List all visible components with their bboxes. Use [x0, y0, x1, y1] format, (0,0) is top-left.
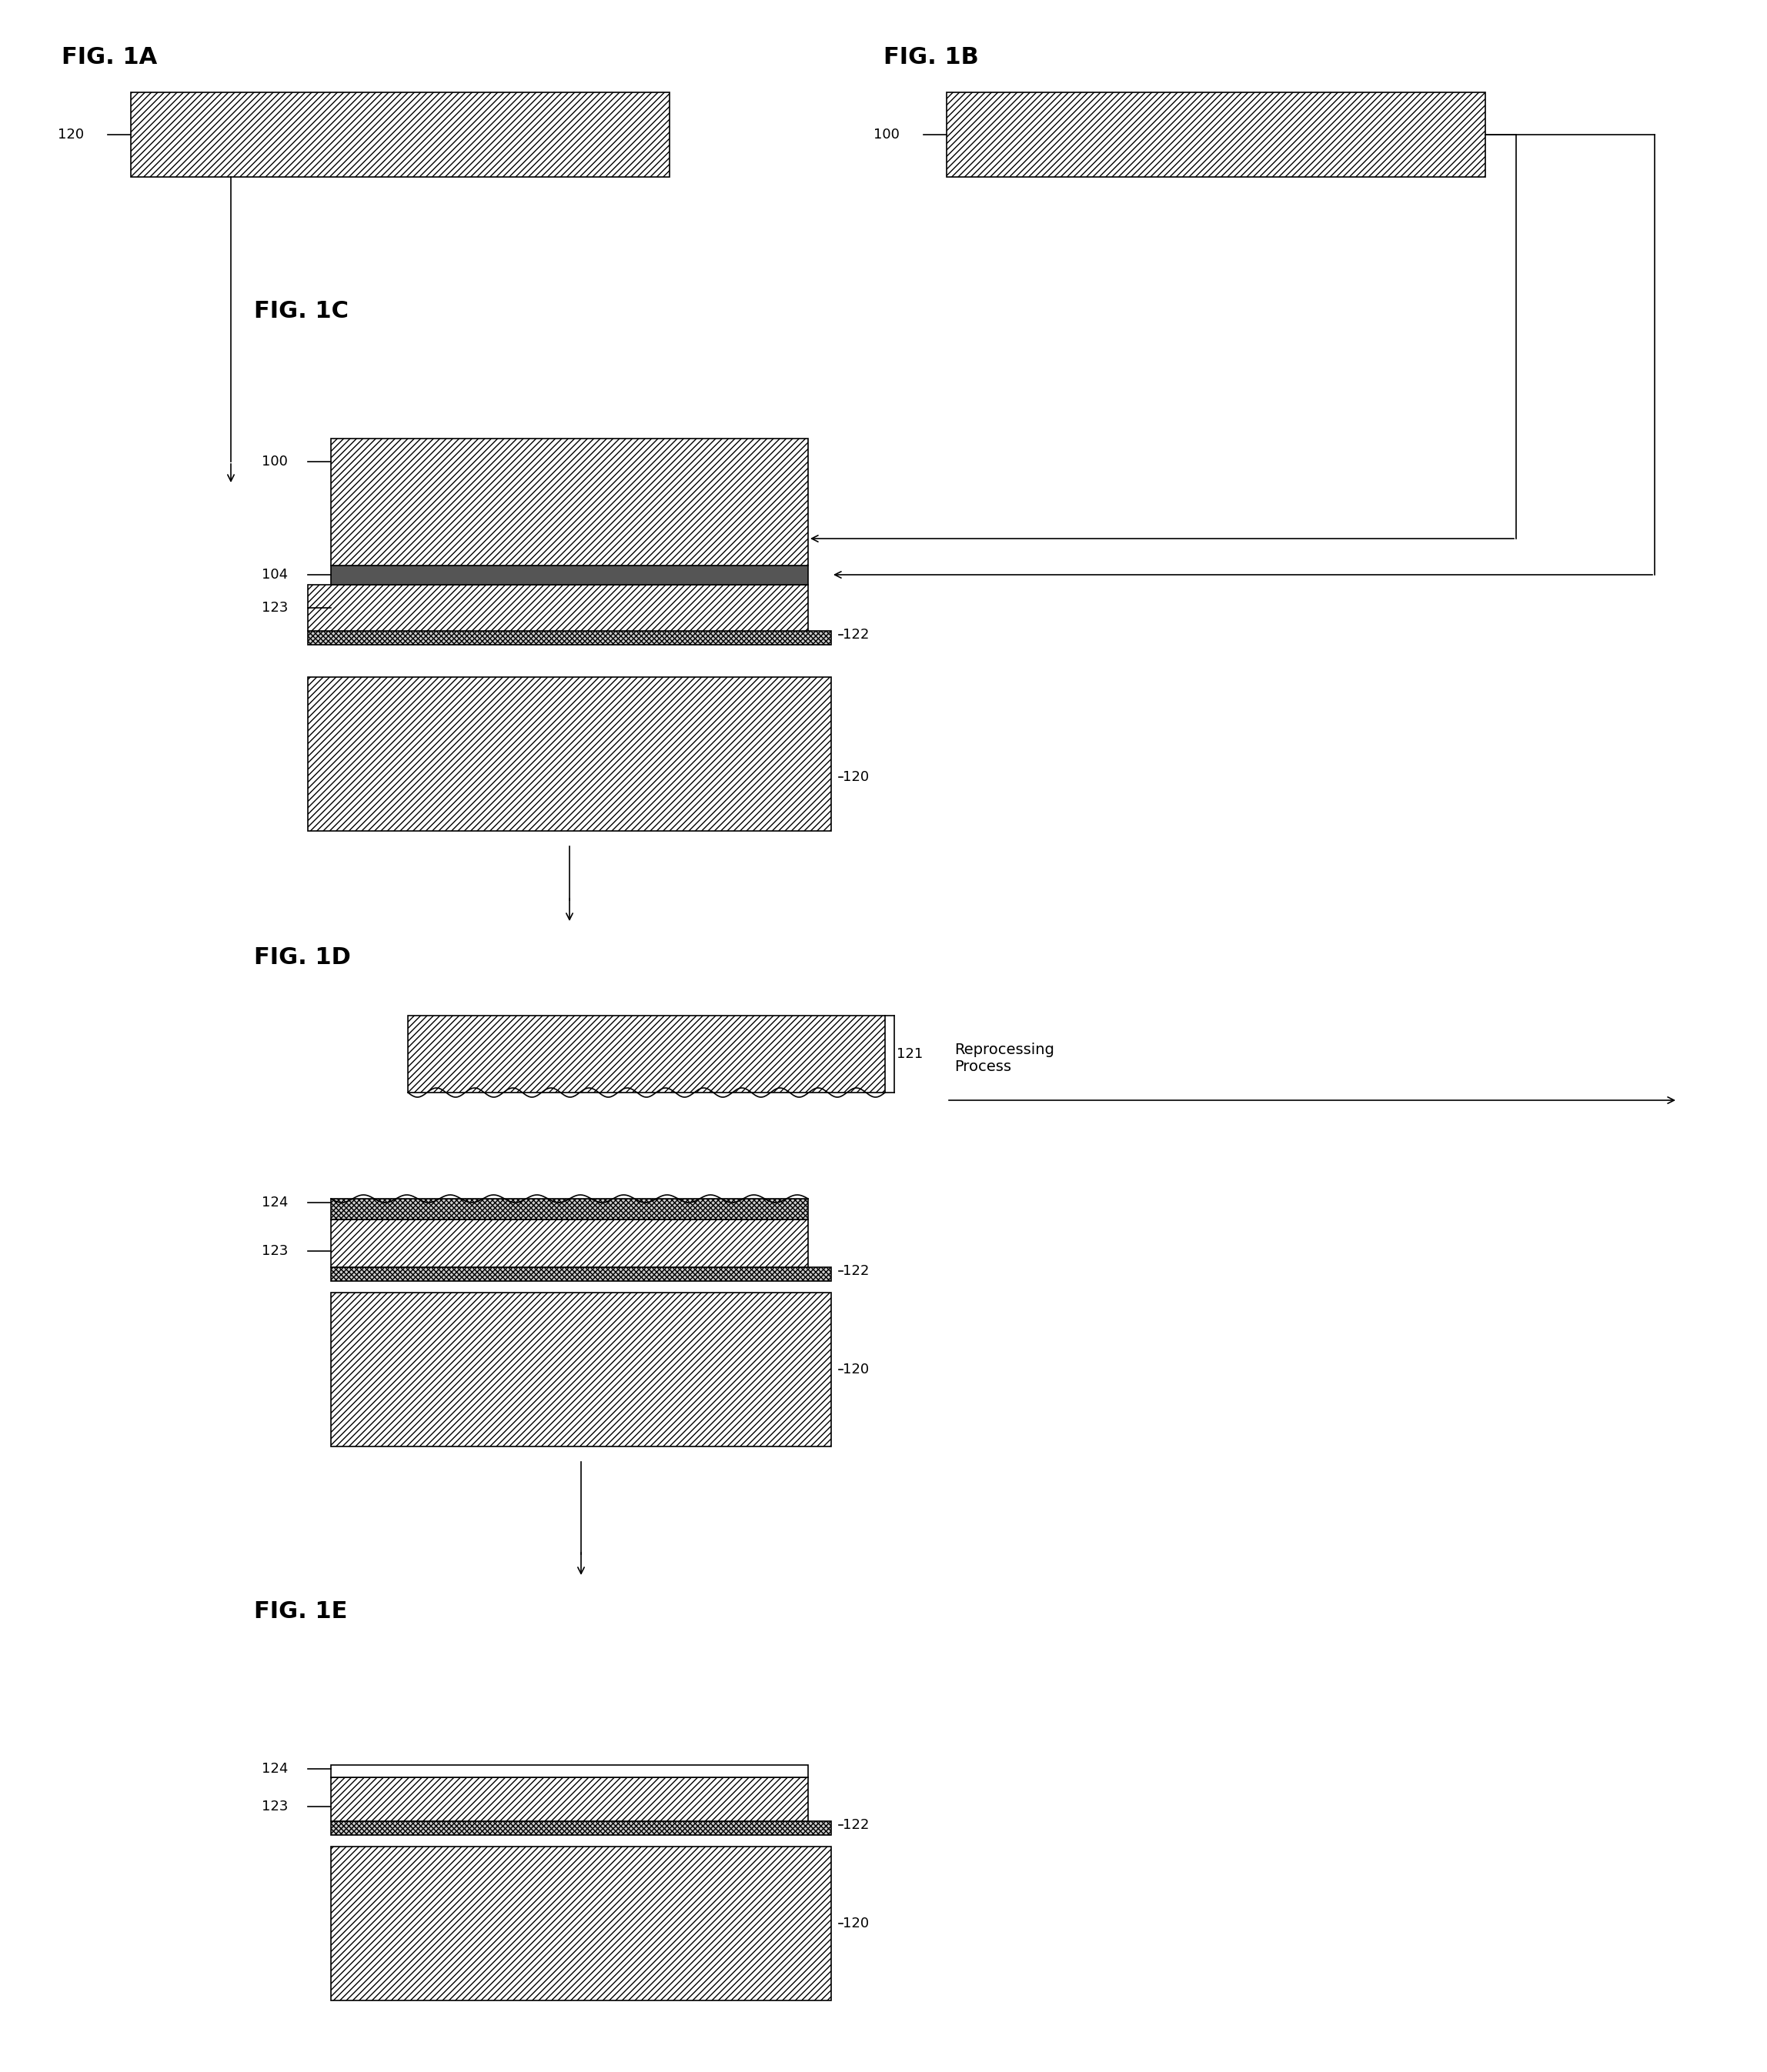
Text: 123: 123 — [262, 1243, 288, 1258]
Text: 123: 123 — [262, 1801, 288, 1813]
Text: 120: 120 — [843, 1917, 869, 1931]
Text: FIG. 1B: FIG. 1B — [884, 46, 979, 68]
Bar — [330, 1268, 830, 1280]
Bar — [307, 584, 808, 630]
Text: 124: 124 — [262, 1761, 288, 1776]
Bar — [330, 1200, 808, 1220]
Bar — [307, 630, 830, 644]
Bar — [330, 1293, 830, 1446]
Text: 122: 122 — [843, 1264, 869, 1278]
Text: 100: 100 — [873, 128, 899, 141]
Text: FIG. 1E: FIG. 1E — [254, 1600, 348, 1622]
Bar — [330, 1846, 830, 1999]
Text: 104: 104 — [262, 568, 288, 582]
Bar — [330, 1821, 830, 1836]
Text: 120: 120 — [58, 128, 85, 141]
Text: 100: 100 — [262, 454, 288, 468]
Text: 120: 120 — [843, 1363, 869, 1376]
Text: Reprocessing
Process: Reprocessing Process — [954, 1042, 1055, 1073]
Text: FIG. 1D: FIG. 1D — [254, 947, 352, 970]
Text: 124: 124 — [262, 1196, 288, 1210]
Bar — [947, 93, 1486, 176]
Bar — [408, 1015, 885, 1092]
Bar — [330, 1765, 808, 1778]
Text: 122: 122 — [843, 1817, 869, 1832]
Bar — [307, 678, 830, 831]
Text: FIG. 1A: FIG. 1A — [62, 46, 157, 68]
Text: FIG. 1C: FIG. 1C — [254, 300, 348, 323]
Text: 122: 122 — [843, 628, 869, 642]
Bar — [330, 1220, 808, 1268]
Text: 120: 120 — [843, 771, 869, 783]
Bar — [330, 1778, 808, 1821]
Bar — [131, 93, 670, 176]
Text: 123: 123 — [262, 601, 288, 615]
Bar — [330, 566, 808, 584]
Bar — [330, 439, 808, 566]
Text: 121: 121 — [896, 1046, 922, 1061]
